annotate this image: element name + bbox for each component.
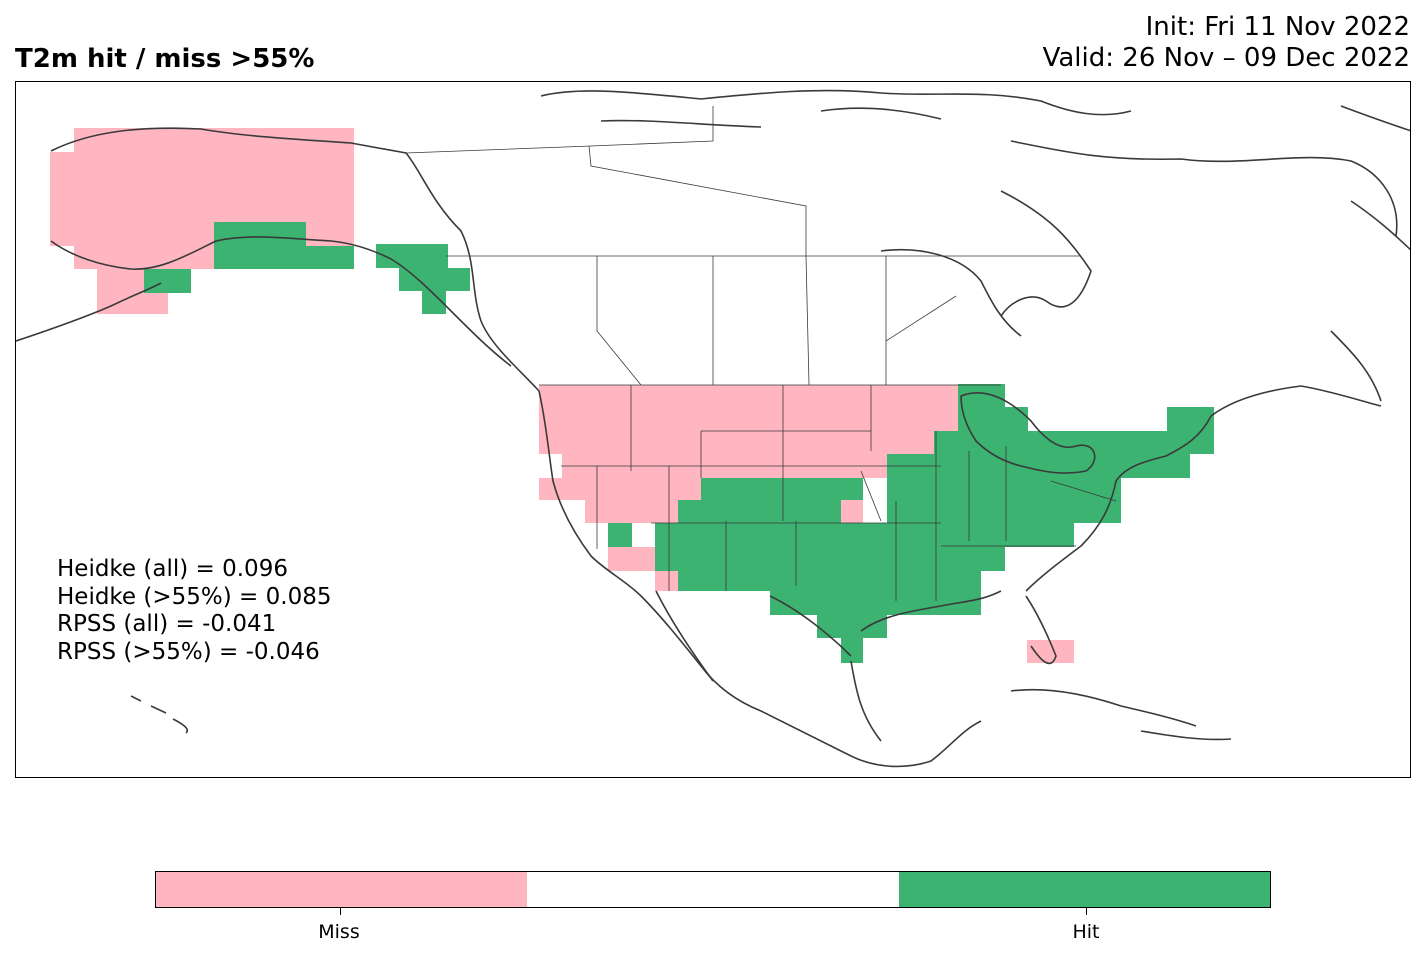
score-cells [50, 128, 1214, 663]
miss-cell-alaska [50, 128, 354, 314]
hit-cell-small-ca [608, 523, 632, 547]
init-date: Init: Fri 11 Nov 2022 [1145, 12, 1410, 42]
colorbar [155, 871, 1271, 908]
rpss-all: RPSS (all) = -0.041 [57, 611, 277, 637]
hit-cell-central-east [655, 384, 1214, 663]
hit-cell-panhandle [376, 244, 470, 314]
rpss-above-55: RPSS (>55%) = -0.046 [57, 638, 320, 665]
colorbar-neutral-segment [527, 872, 899, 907]
colorbar-label-hit: Hit [1072, 921, 1100, 943]
state-borders [405, 106, 1117, 601]
colorbar-hit-segment [898, 872, 1270, 907]
heidke-above-55: Heidke (>55%) = 0.085 [57, 583, 332, 610]
map-panel [15, 81, 1411, 778]
skill-scores: Heidke (all) = 0.096 Heidke (>55%) = 0.0… [57, 556, 331, 666]
coastlines [16, 89, 1410, 768]
colorbar-miss-segment [156, 872, 528, 907]
colorbar-tick-hit [1086, 908, 1087, 915]
map-canvas [16, 89, 1410, 768]
colorbar-tick-miss [340, 908, 341, 915]
colorbar-label-miss: Miss [318, 921, 360, 943]
map-title: T2m hit / miss >55% [15, 44, 315, 74]
valid-period: Valid: 26 Nov – 09 Dec 2022 [1042, 43, 1410, 73]
date-info: Init: Fri 11 Nov 2022 Valid: 26 Nov – 09… [1043, 12, 1410, 74]
heidke-all: Heidke (all) = 0.096 [57, 556, 288, 582]
